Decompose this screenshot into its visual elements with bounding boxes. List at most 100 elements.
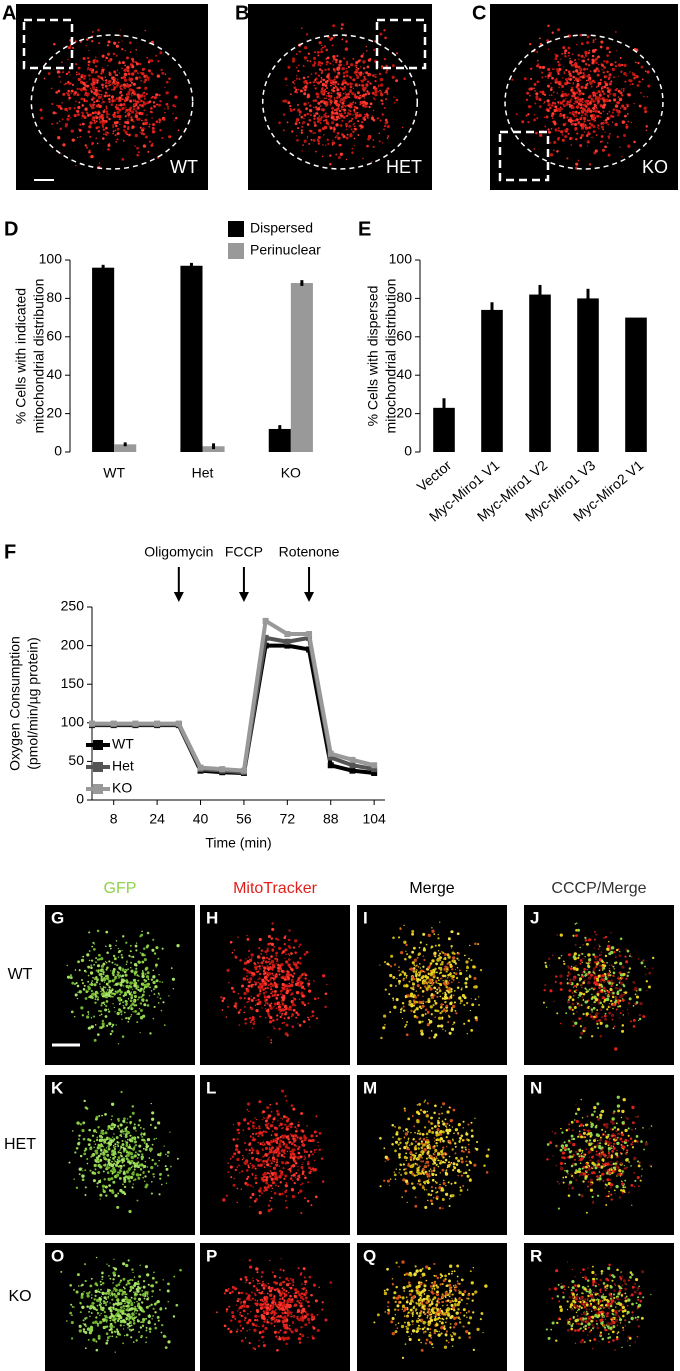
mito-dot — [64, 123, 69, 127]
mito-dot — [345, 136, 349, 140]
mito-dot — [461, 994, 466, 998]
mito-dot — [291, 1194, 296, 1199]
mito-dot — [345, 40, 348, 43]
mito-dot — [130, 1147, 133, 1150]
mito-dot — [337, 107, 340, 110]
mito-dot — [588, 1007, 591, 1009]
mito-dot — [559, 106, 562, 109]
mito-dot — [121, 1139, 124, 1143]
mito-dot — [246, 1177, 249, 1181]
y-tick-label: 50 — [68, 752, 84, 768]
mito-dot — [453, 1001, 456, 1004]
mito-dot — [299, 50, 302, 53]
mito-dot — [425, 987, 429, 991]
mito-dot — [123, 72, 128, 77]
mito-dot — [318, 1148, 322, 1152]
mito-dot — [624, 80, 627, 83]
mito-dot — [159, 99, 162, 103]
mito-dot — [352, 78, 356, 82]
mito-dot — [112, 130, 115, 133]
mito-dot — [303, 139, 307, 143]
mito-dot — [575, 922, 578, 924]
mito-dot — [427, 984, 431, 989]
mito-dot — [147, 978, 150, 981]
mito-dot — [362, 100, 366, 104]
mito-dot — [313, 980, 315, 982]
mito-dot — [70, 1010, 74, 1014]
mito-dot — [427, 981, 430, 984]
mito-dot — [339, 86, 342, 89]
mito-dot — [600, 983, 603, 986]
mito-dot — [550, 75, 552, 77]
mito-dot — [90, 982, 94, 986]
mito-dot — [316, 93, 320, 96]
mito-dot — [369, 82, 372, 85]
mito-dot — [312, 132, 315, 135]
mito-dot — [403, 977, 405, 980]
mito-dot — [439, 952, 442, 955]
mito-dot — [115, 975, 117, 978]
mito-dot — [115, 124, 118, 128]
mito-dot — [94, 72, 96, 74]
mito-dot — [131, 95, 133, 97]
mito-dot — [577, 159, 580, 162]
mito-dot — [573, 115, 576, 118]
mito-dot — [104, 1015, 108, 1018]
mito-dot — [584, 63, 588, 66]
mito-dot — [436, 991, 439, 995]
mito-dot — [176, 944, 180, 948]
mito-dot — [355, 64, 358, 67]
mito-dot — [122, 1004, 125, 1007]
mito-dot — [70, 89, 74, 93]
mito-dot — [112, 116, 115, 118]
mito-dot — [238, 1024, 241, 1026]
mito-dot — [250, 1020, 253, 1022]
mito-dot — [85, 970, 87, 973]
mito-dot — [644, 973, 647, 976]
mito-dot — [111, 1189, 114, 1192]
mito-dot — [112, 98, 114, 100]
mito-dot — [423, 947, 426, 950]
mito-dot — [582, 92, 585, 96]
mito-dot — [128, 41, 132, 45]
mito-dot — [626, 113, 629, 115]
mito-dot — [565, 122, 567, 125]
mito-dot — [608, 1005, 611, 1008]
mito-dot — [419, 1029, 424, 1033]
mito-dot — [614, 61, 617, 64]
mito-dot — [95, 70, 98, 74]
mito-dot — [104, 1163, 107, 1166]
mito-dot — [326, 60, 329, 64]
mito-dot — [627, 144, 631, 148]
mito-dot — [306, 137, 309, 139]
mito-dot — [100, 1139, 103, 1143]
mito-dot — [578, 89, 582, 93]
mito-dot — [266, 947, 269, 950]
mito-dot — [543, 116, 546, 119]
mito-dot — [583, 967, 587, 971]
mito-dot — [73, 1015, 76, 1018]
mito-dot — [132, 82, 136, 86]
mito-dot — [268, 1156, 270, 1159]
mito-dot — [569, 967, 573, 971]
mito-dot — [362, 89, 366, 92]
mito-dot — [447, 969, 449, 972]
mito-dot — [317, 60, 322, 65]
mito-dot — [612, 108, 616, 111]
mito-dot — [262, 956, 266, 960]
mito-dot — [267, 1036, 269, 1038]
mito-dot — [177, 129, 180, 132]
mito-dot — [340, 108, 344, 111]
mito-dot — [105, 1166, 110, 1170]
mito-dot — [336, 55, 339, 58]
mito-dot — [292, 997, 295, 999]
mito-dot — [295, 1177, 297, 1179]
mito-dot — [410, 995, 413, 998]
mito-dot — [150, 111, 153, 114]
mito-dot — [352, 87, 355, 90]
mito-dot — [131, 1147, 136, 1151]
mito-dot — [643, 106, 647, 110]
mito-dot — [110, 1163, 115, 1168]
mito-dot — [76, 1121, 80, 1125]
mito-dot — [309, 114, 312, 117]
